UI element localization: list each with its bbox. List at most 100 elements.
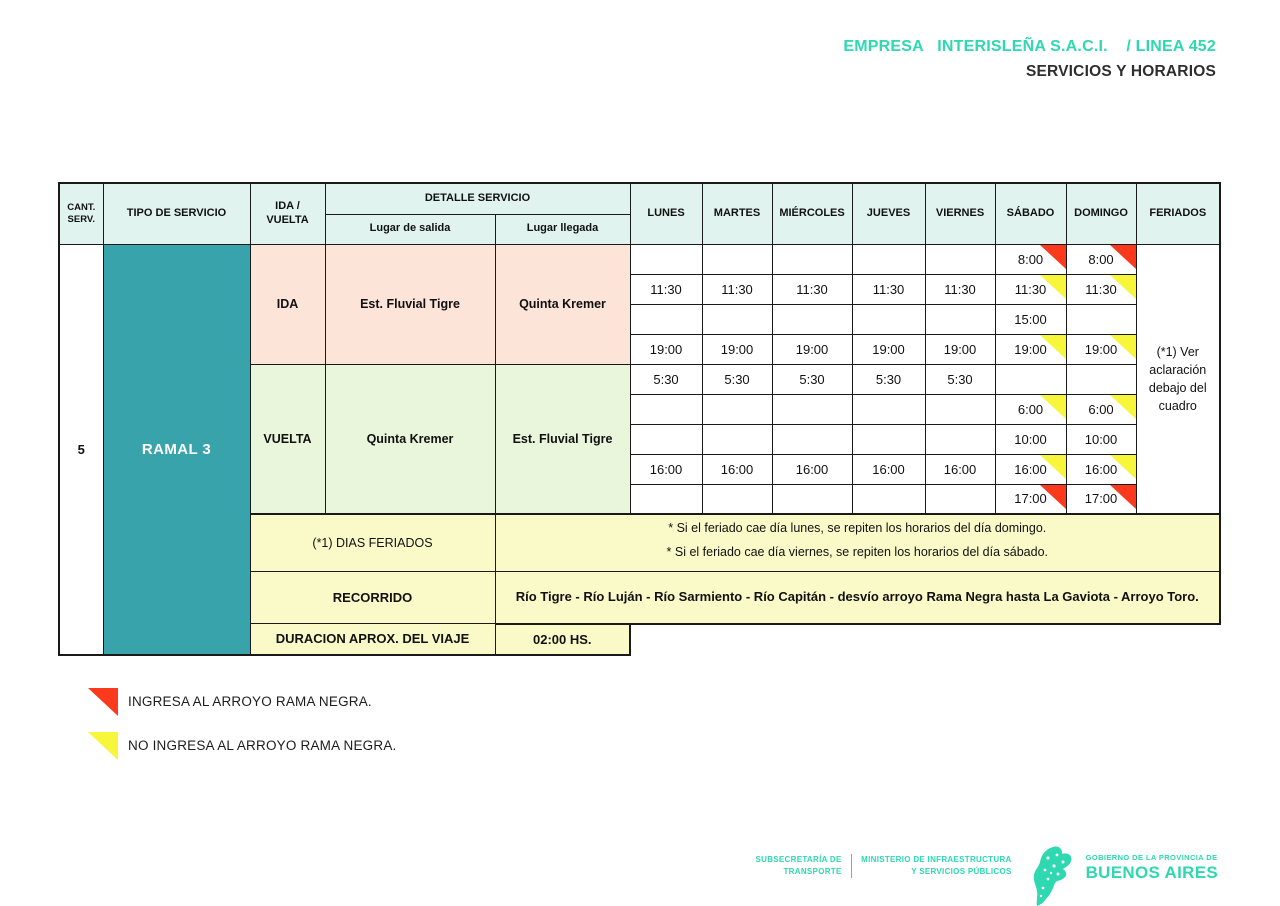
col-header-cant-serv: CANT. SERV. xyxy=(58,182,104,245)
time-cell-vuelta-3-viernes: 16:00 xyxy=(924,453,996,485)
recorrido-label: RECORRIDO xyxy=(249,571,496,624)
col-header-tipo-servicio: TIPO DE SERVICIO xyxy=(102,182,251,245)
time-cell-ida-0-domingo: 8:00 xyxy=(1065,243,1137,275)
subsecretaria-line2: TRANSPORTE xyxy=(783,866,842,876)
red-corner-flag-icon xyxy=(1039,245,1066,269)
time-cell-vuelta-1-martes xyxy=(701,393,773,425)
time-value: 6:00 xyxy=(1088,401,1114,417)
feriado-rule-2: * Si el feriado cae día viernes, se repi… xyxy=(666,545,1048,559)
time-cell-vuelta-2-lunes xyxy=(629,423,703,455)
yellow-corner-flag-icon xyxy=(1109,335,1136,359)
time-cell-vuelta-4-sabado: 17:00 xyxy=(994,483,1067,515)
time-value: 15:00 xyxy=(1014,311,1047,327)
time-cell-ida-3-viernes: 19:00 xyxy=(924,333,996,365)
legend-text-no-ingresa: NO INGRESA AL ARROYO RAMA NEGRA. xyxy=(128,738,397,753)
time-value: 8:00 xyxy=(1088,251,1114,267)
time-cell-ida-0-sabado: 8:00 xyxy=(994,243,1067,275)
time-cell-vuelta-0-jueves: 5:30 xyxy=(851,363,926,395)
time-value: 5:30 xyxy=(724,371,750,387)
time-value: 5:30 xyxy=(653,371,679,387)
time-cell-ida-1-sabado: 11:30 xyxy=(994,273,1067,305)
time-cell-vuelta-4-viernes xyxy=(924,483,996,515)
time-cell-vuelta-2-miercoles xyxy=(771,423,853,455)
time-cell-ida-3-sabado: 19:00 xyxy=(994,333,1067,365)
gobierno-line2: BUENOS AIRES xyxy=(1085,863,1218,882)
day-header-jueves: JUEVES xyxy=(851,182,926,245)
time-value: 19:00 xyxy=(1084,341,1118,357)
duracion-value: 02:00 HS. xyxy=(494,623,632,656)
legend-text-ingresa: INGRESA AL ARROYO RAMA NEGRA. xyxy=(128,694,372,709)
time-value: 11:30 xyxy=(872,281,905,297)
col-header-detalle-servicio: DETALLE SERVICIO xyxy=(324,182,631,215)
feriado-rule-1: * Si el feriado cae día lunes, se repite… xyxy=(668,521,1047,535)
time-cell-ida-1-domingo: 11:30 xyxy=(1065,273,1137,305)
yellow-corner-flag-icon xyxy=(88,732,118,760)
time-cell-ida-2-jueves xyxy=(851,303,926,335)
time-cell-ida-0-viernes xyxy=(924,243,996,275)
time-value: 5:30 xyxy=(799,371,825,387)
time-cell-ida-1-lunes: 11:30 xyxy=(629,273,703,305)
company-line-title: EMPRESA INTERISLEÑA S.A.C.I. / LINEA 452 xyxy=(843,38,1216,55)
time-cell-vuelta-3-miercoles: 16:00 xyxy=(771,453,853,485)
gobierno-line1: GOBIERNO DE LA PROVINCIA DE xyxy=(1085,853,1218,862)
col-header-lugar-llegada: Lugar llegada xyxy=(494,213,631,245)
time-cell-vuelta-0-domingo xyxy=(1065,363,1137,395)
time-cell-vuelta-1-miercoles xyxy=(771,393,853,425)
legend-item-no-ingresa: NO INGRESA AL ARROYO RAMA NEGRA. xyxy=(88,732,396,760)
duracion-label: DURACION APROX. DEL VIAJE xyxy=(249,623,496,656)
yellow-corner-flag-icon xyxy=(1039,275,1066,299)
time-value: 19:00 xyxy=(1014,341,1047,357)
time-cell-ida-3-domingo: 19:00 xyxy=(1065,333,1137,365)
time-cell-ida-1-viernes: 11:30 xyxy=(924,273,996,305)
red-corner-flag-icon xyxy=(1109,485,1136,509)
red-corner-flag-icon xyxy=(1039,485,1066,509)
feriados-note-cell: (*1) Ver aclaración debajo del cuadro xyxy=(1135,243,1222,515)
red-corner-flag-icon xyxy=(1109,245,1136,269)
day-header-miercoles: MIÉRCOLES xyxy=(771,182,853,245)
time-value: 10:00 xyxy=(1014,431,1047,447)
time-cell-ida-2-sabado: 15:00 xyxy=(994,303,1067,335)
time-value: 10:00 xyxy=(1084,431,1118,447)
time-cell-ida-3-jueves: 19:00 xyxy=(851,333,926,365)
time-value: 11:30 xyxy=(796,281,828,297)
ida-vuelta-line1: IDA / xyxy=(275,200,300,212)
time-cell-vuelta-4-lunes xyxy=(629,483,703,515)
footer-separator xyxy=(850,854,853,878)
time-cell-vuelta-2-sabado: 10:00 xyxy=(994,423,1067,455)
ida-salida-cell: Est. Fluvial Tigre xyxy=(324,243,496,365)
time-value: 11:30 xyxy=(1085,281,1117,297)
time-cell-vuelta-2-martes xyxy=(701,423,773,455)
time-cell-vuelta-0-sabado xyxy=(994,363,1067,395)
time-value: 6:00 xyxy=(1017,401,1044,417)
time-value: 16:00 xyxy=(872,461,905,477)
day-header-lunes: LUNES xyxy=(629,182,703,245)
yellow-corner-flag-icon xyxy=(1109,455,1136,479)
yellow-corner-flag-icon xyxy=(1039,335,1066,359)
time-cell-ida-1-jueves: 11:30 xyxy=(851,273,926,305)
footer: SUBSECRETARÍA DE TRANSPORTE MINISTERIO D… xyxy=(755,846,1218,906)
schedule-table: CANT. SERV. TIPO DE SERVICIO IDA / VUELT… xyxy=(58,182,1222,656)
time-value: 11:30 xyxy=(1014,281,1047,297)
day-header-viernes: VIERNES xyxy=(924,182,996,245)
time-value: 8:00 xyxy=(1017,251,1044,267)
time-value: 16:00 xyxy=(795,461,829,477)
ida-vuelta-line2: VUELTA xyxy=(266,213,309,226)
services-subtitle: SERVICIOS Y HORARIOS xyxy=(1025,63,1216,80)
time-value: 16:00 xyxy=(1014,461,1047,477)
time-cell-vuelta-0-martes: 5:30 xyxy=(701,363,773,395)
time-cell-vuelta-1-sabado: 6:00 xyxy=(994,393,1067,425)
red-corner-flag-icon xyxy=(88,688,118,716)
ministerio-line1: MINISTERIO DE INFRAESTRUCTURA xyxy=(861,855,1012,864)
time-cell-vuelta-1-jueves xyxy=(851,393,926,425)
footer-subsecretaria: SUBSECRETARÍA DE TRANSPORTE xyxy=(755,854,841,877)
document-header: EMPRESA INTERISLEÑA S.A.C.I. / LINEA 452… xyxy=(843,38,1216,81)
time-cell-vuelta-3-domingo: 16:00 xyxy=(1065,453,1137,485)
time-cell-ida-0-jueves xyxy=(851,243,926,275)
footer-ministerio: MINISTERIO DE INFRAESTRUCTURA Y SERVICIO… xyxy=(861,854,1011,877)
time-cell-ida-2-viernes xyxy=(924,303,996,335)
time-value: 19:00 xyxy=(795,341,829,357)
time-cell-vuelta-1-viernes xyxy=(924,393,996,425)
vuelta-label-cell: VUELTA xyxy=(249,363,326,515)
time-value: 16:00 xyxy=(649,461,683,477)
time-value: 19:00 xyxy=(943,341,977,357)
